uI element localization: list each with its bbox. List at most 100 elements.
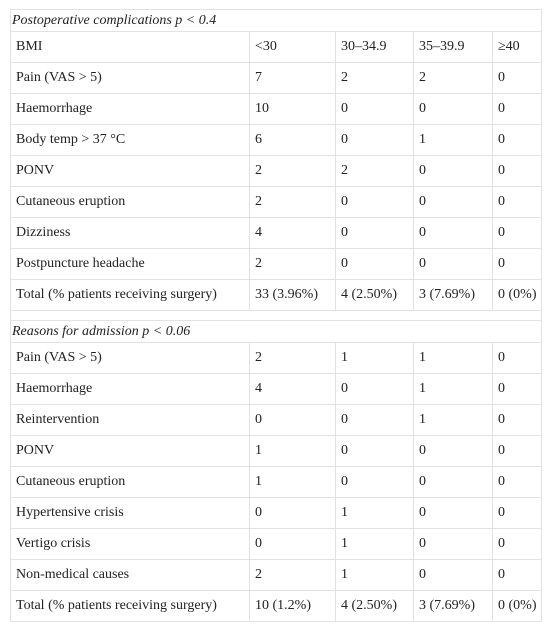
value-cell: 3 (7.69%)	[413, 279, 493, 311]
value-cell: 2	[249, 186, 336, 218]
table-container: Postoperative complications p < 0.4 BMI …	[9, 9, 543, 622]
value-cell: 0	[491, 62, 543, 94]
table-row: PONV 2 2 0 0	[10, 155, 543, 187]
value-cell: 0	[413, 497, 493, 529]
value-cell: 1	[413, 404, 493, 436]
value-cell: 0	[335, 404, 414, 436]
value-cell: 2	[335, 62, 414, 94]
value-cell: 0 (0%)	[491, 279, 543, 311]
value-cell: 10	[249, 93, 336, 125]
value-cell: 0	[491, 248, 543, 280]
row-label-cell: Vertigo crisis	[10, 528, 250, 560]
header-cell: 35–39.9	[413, 31, 493, 63]
value-cell: 0	[491, 217, 543, 249]
table-row: Body temp > 37 °C 6 0 1 0	[10, 124, 543, 156]
value-cell: 2	[335, 155, 414, 187]
value-cell: 0	[413, 93, 493, 125]
value-cell: 0	[413, 186, 493, 218]
value-cell: 0	[491, 342, 543, 374]
value-cell: 0	[413, 248, 493, 280]
value-cell: 2	[249, 559, 336, 591]
value-cell: 0	[249, 497, 336, 529]
value-cell: 2	[413, 62, 493, 94]
postoperative-complications-rows: Pain (VAS > 5) 7 2 2 0 Haemorrhage 10 0 0 0 Body t…	[10, 62, 543, 311]
value-cell: 0	[335, 435, 414, 467]
value-cell: 2	[249, 342, 336, 374]
value-cell: 10 (1.2%)	[249, 590, 336, 622]
value-cell: 0	[413, 435, 493, 467]
value-cell: 0	[491, 373, 543, 405]
value-cell: 0	[491, 93, 543, 125]
value-cell: 0	[249, 528, 336, 560]
header-cell: BMI	[10, 31, 250, 63]
value-cell: 4	[249, 373, 336, 405]
value-cell: 3 (7.69%)	[413, 590, 493, 622]
value-cell: 1	[335, 342, 414, 374]
value-cell: 0	[335, 373, 414, 405]
row-label-cell: Dizziness	[10, 217, 250, 249]
value-cell: 1	[335, 559, 414, 591]
row-label-cell: Hypertensive crisis	[10, 497, 250, 529]
row-label-cell: Postpuncture headache	[10, 248, 250, 280]
value-cell: 1	[249, 435, 336, 467]
row-label-cell: Haemorrhage	[10, 93, 250, 125]
section-title-row: Reasons for admission p < 0.06	[9, 320, 543, 343]
table-row: Hypertensive crisis 0 1 0 0	[10, 497, 543, 529]
table-row: Haemorrhage 4 0 1 0	[10, 373, 543, 405]
header-cell: 30–34.9	[335, 31, 414, 63]
value-cell: 0	[491, 559, 543, 591]
table-row: Non-medical causes 2 1 0 0	[10, 559, 543, 591]
value-cell: 4 (2.50%)	[335, 590, 414, 622]
row-label-cell: Haemorrhage	[10, 373, 250, 405]
table-row: PONV 1 0 0 0	[10, 435, 543, 467]
table-row: Total (% patients receiving surgery) 10 (…	[10, 590, 543, 622]
section-spacer-row	[9, 310, 543, 321]
postoperative-complications-title: Postoperative complications p < 0.4	[9, 9, 543, 32]
row-label-cell: Non-medical causes	[10, 559, 250, 591]
value-cell: 0	[491, 466, 543, 498]
value-cell: 0	[335, 248, 414, 280]
table-row: Cutaneous eruption 1 0 0 0	[10, 466, 543, 498]
value-cell: 0	[491, 155, 543, 187]
value-cell: 33 (3.96%)	[249, 279, 336, 311]
value-cell: 7	[249, 62, 336, 94]
table-row: Cutaneous eruption 2 0 0 0	[10, 186, 543, 218]
row-label-cell: PONV	[10, 435, 250, 467]
value-cell: 0	[249, 404, 336, 436]
value-cell: 0	[335, 93, 414, 125]
value-cell: 0 (0%)	[491, 590, 543, 622]
table-row: Pain (VAS > 5) 2 1 1 0	[10, 342, 543, 374]
row-label-cell: Body temp > 37 °C	[10, 124, 250, 156]
value-cell: 0	[491, 528, 543, 560]
table-row: Pain (VAS > 5) 7 2 2 0	[10, 62, 543, 94]
value-cell: 1	[335, 497, 414, 529]
spacer-cell	[9, 310, 543, 321]
value-cell: 0	[491, 497, 543, 529]
value-cell: 0	[491, 404, 543, 436]
value-cell: 0	[413, 466, 493, 498]
row-label-cell: Pain (VAS > 5)	[10, 342, 250, 374]
value-cell: 0	[491, 186, 543, 218]
row-label-cell: Total (% patients receiving surgery)	[10, 590, 250, 622]
table-header-row: BMI <30 30–34.9 35–39.9 ≥40	[10, 31, 543, 63]
value-cell: 1	[335, 528, 414, 560]
table-row: Haemorrhage 10 0 0 0	[10, 93, 543, 125]
value-cell: 0	[491, 124, 543, 156]
value-cell: 2	[249, 248, 336, 280]
value-cell: 0	[413, 155, 493, 187]
value-cell: 1	[413, 342, 493, 374]
value-cell: 0	[413, 559, 493, 591]
row-label-cell: Pain (VAS > 5)	[10, 62, 250, 94]
reasons-for-admission-title: Reasons for admission p < 0.06	[9, 320, 543, 343]
header-cell: ≥40	[491, 31, 543, 63]
table-row: Dizziness 4 0 0 0	[10, 217, 543, 249]
table-row: Reintervention 0 0 1 0	[10, 404, 543, 436]
header-cell: <30	[249, 31, 336, 63]
value-cell: 0	[335, 186, 414, 218]
value-cell: 4 (2.50%)	[335, 279, 414, 311]
table-row: Postpuncture headache 2 0 0 0	[10, 248, 543, 280]
table-row: Vertigo crisis 0 1 0 0	[10, 528, 543, 560]
value-cell: 1	[413, 373, 493, 405]
reasons-for-admission-rows: Pain (VAS > 5) 2 1 1 0 Haemorrhage 4 0 1 0 Reinter…	[10, 342, 543, 622]
row-label-cell: Reintervention	[10, 404, 250, 436]
